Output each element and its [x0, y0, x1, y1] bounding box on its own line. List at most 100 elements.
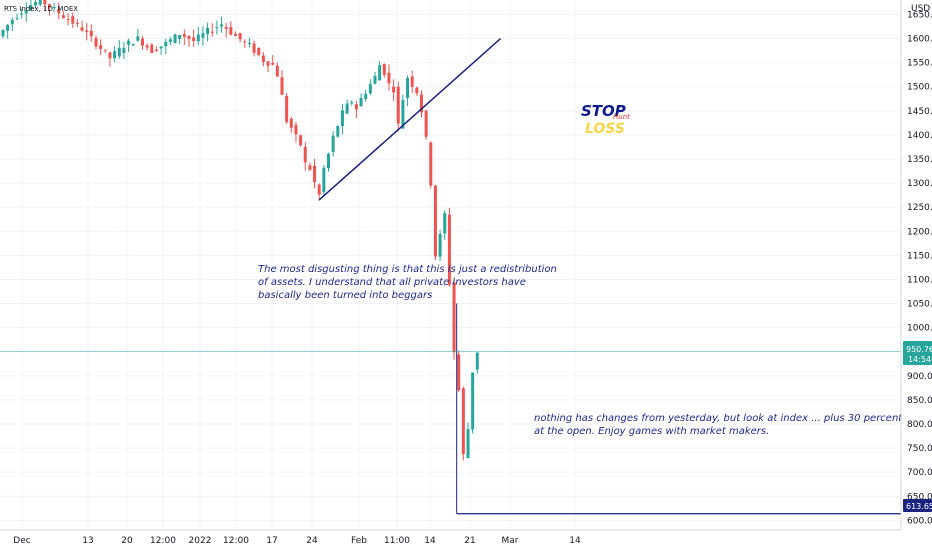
- candle-body[interactable]: [215, 27, 219, 29]
- candle-body[interactable]: [266, 61, 270, 66]
- candle-body[interactable]: [196, 34, 200, 42]
- candle-body[interactable]: [429, 142, 433, 186]
- candle-body[interactable]: [359, 98, 363, 107]
- note2-line2[interactable]: at the open. Enjoy games with market mak…: [534, 426, 769, 437]
- candle-body[interactable]: [466, 429, 470, 458]
- candle-body[interactable]: [294, 125, 298, 135]
- candle-body[interactable]: [340, 110, 344, 127]
- candle-body[interactable]: [187, 35, 191, 40]
- candle-body[interactable]: [131, 44, 135, 46]
- candle-body[interactable]: [285, 96, 289, 122]
- candle-body[interactable]: [406, 77, 410, 98]
- candle-body[interactable]: [461, 388, 465, 455]
- candle-body[interactable]: [43, 0, 47, 5]
- candle-body[interactable]: [168, 39, 172, 42]
- candle-body[interactable]: [117, 47, 121, 57]
- candle-body[interactable]: [382, 64, 386, 75]
- candle-body[interactable]: [173, 34, 177, 44]
- candle-body[interactable]: [457, 354, 461, 391]
- loss-annotation[interactable]: LOSS: [585, 121, 625, 137]
- candle-body[interactable]: [336, 126, 340, 137]
- candle-body[interactable]: [313, 165, 317, 183]
- hunt-annotation[interactable]: Hunt: [613, 113, 630, 121]
- candle-body[interactable]: [280, 77, 284, 95]
- candle-body[interactable]: [229, 27, 233, 35]
- candle-body[interactable]: [289, 118, 293, 128]
- candle-body[interactable]: [206, 28, 210, 35]
- candle-body[interactable]: [38, 0, 42, 5]
- candle-body[interactable]: [10, 19, 14, 25]
- stop-annotation[interactable]: STOP: [581, 102, 626, 120]
- candle-body[interactable]: [182, 34, 186, 37]
- candle-body[interactable]: [299, 135, 303, 146]
- candle-body[interactable]: [224, 27, 228, 29]
- note1-line1[interactable]: The most disgusting thing is that this i…: [258, 264, 557, 275]
- candle-body[interactable]: [141, 38, 144, 46]
- candle-body[interactable]: [415, 87, 419, 94]
- candle-body[interactable]: [136, 36, 140, 41]
- candle-body[interactable]: [192, 37, 196, 41]
- candle-body[interactable]: [52, 7, 56, 9]
- candle-body[interactable]: [159, 46, 163, 49]
- candle-body[interactable]: [113, 51, 117, 59]
- candle-body[interactable]: [243, 41, 247, 43]
- candle-body[interactable]: [220, 24, 224, 27]
- candle-body[interactable]: [89, 30, 93, 37]
- candle-body[interactable]: [345, 103, 349, 114]
- candle-body[interactable]: [103, 49, 107, 51]
- candle-body[interactable]: [34, 2, 38, 6]
- candle-body[interactable]: [71, 16, 75, 24]
- candle-body[interactable]: [238, 33, 242, 40]
- candle-body[interactable]: [378, 65, 382, 81]
- candle-body[interactable]: [452, 282, 456, 353]
- candle-body[interactable]: [252, 43, 256, 53]
- candle-body[interactable]: [331, 135, 335, 152]
- candle-body[interactable]: [150, 44, 154, 54]
- candle-body[interactable]: [201, 33, 205, 38]
- candle-body[interactable]: [61, 15, 65, 18]
- candle-body[interactable]: [364, 93, 368, 100]
- candle-body[interactable]: [154, 49, 158, 51]
- candle-body[interactable]: [396, 86, 400, 124]
- candle-body[interactable]: [327, 153, 330, 169]
- candle-body[interactable]: [24, 10, 28, 14]
- candle-body[interactable]: [392, 86, 396, 93]
- price-axis[interactable]: USD 600.00 650.00 700.00 750.00 800.00 850.00…: [900, 0, 932, 530]
- candle-body[interactable]: [373, 76, 377, 84]
- candle-body[interactable]: [443, 213, 447, 234]
- candle-body[interactable]: [354, 104, 358, 110]
- candle-body[interactable]: [438, 233, 442, 257]
- candle-body[interactable]: [475, 352, 479, 370]
- candle-body[interactable]: [234, 34, 237, 36]
- candle-body[interactable]: [447, 214, 451, 285]
- candle-body[interactable]: [317, 184, 321, 195]
- candle-body[interactable]: [178, 35, 182, 40]
- candle-body[interactable]: [94, 38, 98, 47]
- candle-body[interactable]: [271, 62, 275, 65]
- candle-body[interactable]: [420, 94, 423, 113]
- candle-body[interactable]: [368, 84, 372, 94]
- candle-body[interactable]: [29, 5, 33, 10]
- note1-line2[interactable]: of assets. I understand that all private…: [258, 277, 526, 288]
- note2-line1[interactable]: nothing has changes from yesterday, but …: [534, 413, 903, 424]
- candle-body[interactable]: [1, 30, 5, 37]
- candle-body[interactable]: [66, 19, 70, 21]
- candle-body[interactable]: [401, 100, 405, 129]
- candle-body[interactable]: [75, 22, 79, 24]
- candle-body[interactable]: [57, 8, 61, 14]
- candle-body[interactable]: [85, 30, 89, 32]
- candle-body[interactable]: [261, 55, 265, 62]
- candle-body[interactable]: [350, 102, 354, 104]
- candle-body[interactable]: [308, 165, 312, 170]
- candle-body[interactable]: [122, 48, 126, 53]
- candle-body[interactable]: [80, 27, 84, 31]
- candle-body[interactable]: [108, 52, 112, 59]
- candle-body[interactable]: [424, 110, 428, 137]
- candle-body[interactable]: [257, 47, 261, 55]
- candle-body[interactable]: [247, 43, 251, 45]
- candle-body[interactable]: [210, 31, 214, 33]
- candle-body[interactable]: [410, 76, 414, 87]
- candle-body[interactable]: [303, 147, 307, 163]
- candle-body[interactable]: [20, 13, 24, 15]
